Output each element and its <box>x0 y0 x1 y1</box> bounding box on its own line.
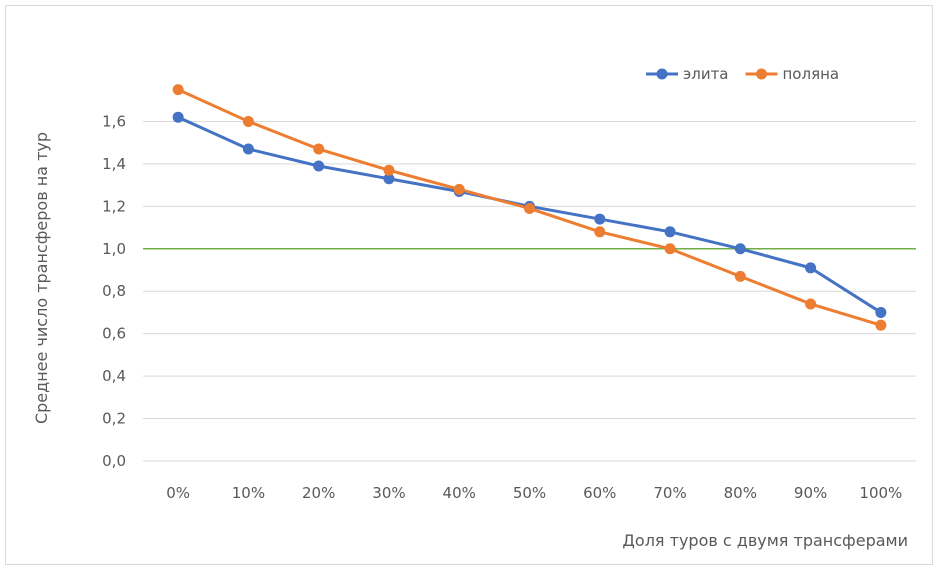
x-tick-label: 50% <box>513 484 546 502</box>
data-point <box>875 306 887 318</box>
data-point <box>734 243 746 255</box>
data-point <box>172 111 184 123</box>
x-tick-label: 30% <box>372 484 405 502</box>
y-tick-label: 0,6 <box>102 325 126 343</box>
y-axis-title: Среднее число трансферов на тур <box>32 132 51 424</box>
data-point <box>453 183 465 195</box>
x-tick-label: 10% <box>232 484 265 502</box>
series-group <box>172 84 887 331</box>
y-tick-label: 1,4 <box>102 155 126 173</box>
y-tick-label: 1,0 <box>102 240 126 258</box>
data-point <box>664 243 676 255</box>
data-point <box>524 202 535 214</box>
data-point <box>734 270 746 282</box>
data-point <box>313 160 325 172</box>
x-tick-label: 20% <box>302 484 335 502</box>
data-point <box>172 84 184 96</box>
x-tick-labels: 0% 10% 20% 30% 40% 50% 60% 70% 80% 90% 100% <box>166 484 902 502</box>
y-tick-label: 0,4 <box>102 367 126 385</box>
legend-label: элита <box>683 65 729 83</box>
chart-frame: 0,0 0,2 0,4 0,6 0,8 1,0 1,2 1,4 1,6 0% 10% 20% 30% 4… <box>5 5 933 565</box>
y-tick-label: 1,6 <box>102 112 126 130</box>
x-tick-label: 70% <box>653 484 686 502</box>
x-tick-label: 80% <box>724 484 757 502</box>
x-tick-label: 0% <box>166 484 190 502</box>
legend-marker <box>756 68 767 80</box>
data-point <box>383 173 395 185</box>
x-tick-label: 90% <box>794 484 827 502</box>
x-tick-label: 60% <box>583 484 616 502</box>
y-tick-label: 1,2 <box>102 197 126 215</box>
series-line-0 <box>177 115 882 314</box>
y-tick-label: 0,0 <box>102 452 126 470</box>
data-point <box>805 298 817 310</box>
legend-label: поляна <box>783 65 840 83</box>
y-tick-labels: 0,0 0,2 0,4 0,6 0,8 1,0 1,2 1,4 1,6 <box>102 112 126 470</box>
y-tick-label: 0,8 <box>102 282 126 300</box>
x-tick-label: 40% <box>443 484 476 502</box>
data-point <box>594 213 606 225</box>
data-point <box>664 226 676 238</box>
data-point <box>313 143 325 155</box>
data-point <box>594 226 606 238</box>
x-tick-label: 100% <box>859 484 902 502</box>
legend: элита поляна <box>646 65 839 83</box>
data-point <box>242 143 254 155</box>
legend-marker <box>656 68 668 80</box>
y-tick-label: 0,2 <box>102 410 126 428</box>
x-axis-title: Доля туров с двумя трансферами <box>622 531 908 550</box>
data-point <box>875 319 887 331</box>
line-chart: 0,0 0,2 0,4 0,6 0,8 1,0 1,2 1,4 1,6 0% 10% 20% 30% 4… <box>32 65 916 550</box>
data-point <box>242 115 254 127</box>
data-point <box>383 164 395 176</box>
gridlines <box>143 120 916 462</box>
data-point <box>805 262 817 274</box>
